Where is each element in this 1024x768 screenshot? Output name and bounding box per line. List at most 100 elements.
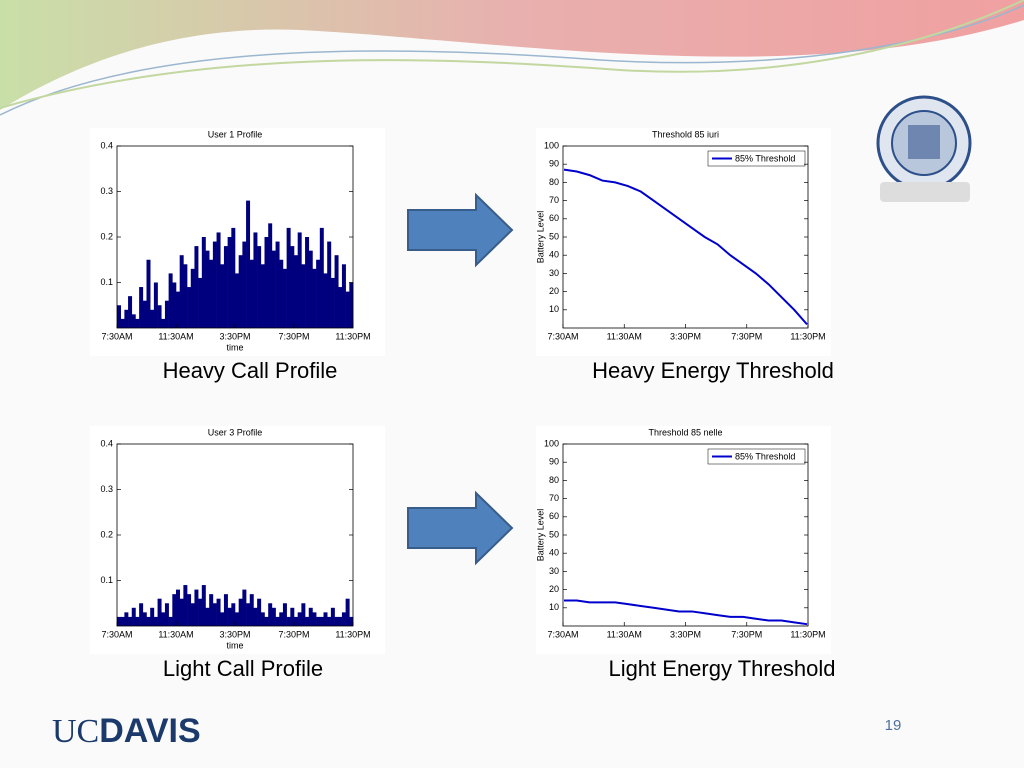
- bar: [209, 259, 214, 328]
- bar: [117, 305, 121, 328]
- logo-uc: UC: [52, 713, 99, 750]
- bar: [190, 268, 195, 328]
- bar: [187, 594, 192, 626]
- bar: [268, 223, 273, 328]
- legend: [707, 150, 806, 167]
- logo-davis: DAVIS: [99, 712, 200, 750]
- bar: [220, 264, 225, 328]
- bar: [330, 607, 335, 626]
- bar: [146, 616, 151, 626]
- bar: [142, 612, 147, 626]
- bar: [205, 607, 210, 626]
- bar: [179, 598, 184, 626]
- bar: [275, 241, 280, 328]
- y-tick-label: 10: [549, 304, 559, 314]
- y-tick-label: 20: [549, 286, 559, 296]
- bar: [297, 232, 302, 328]
- bar: [246, 603, 251, 626]
- bar: [153, 282, 158, 328]
- y-axis-label: Battery Level: [535, 211, 545, 264]
- bar: [194, 246, 199, 328]
- bar: [327, 616, 332, 626]
- bar: [246, 200, 251, 328]
- bar: [139, 287, 144, 328]
- bar: [327, 241, 332, 328]
- bar: [131, 314, 136, 328]
- bar: [279, 612, 284, 626]
- bar: [120, 318, 125, 328]
- bar: [212, 241, 217, 328]
- x-tick-label: 11:30AM: [607, 331, 642, 341]
- bar: [238, 598, 243, 626]
- bar: [334, 616, 339, 626]
- chart-title: Threshold 85 iuri: [652, 129, 719, 139]
- wave-line: [0, 0, 1024, 109]
- bar: [220, 612, 225, 626]
- bar: [264, 616, 269, 626]
- bar: [253, 232, 258, 328]
- bar: [183, 585, 188, 626]
- bar: [312, 612, 317, 626]
- y-tick-label: 0.2: [100, 231, 113, 241]
- bar: [330, 277, 335, 328]
- x-tick-label: 7:30AM: [547, 629, 578, 639]
- bar: [297, 612, 302, 626]
- bar: [312, 268, 317, 328]
- bar: [157, 598, 162, 626]
- chart: Threshold 85 nelle Battery Level 85% Thres…: [535, 426, 831, 654]
- bar: [135, 318, 140, 328]
- x-tick-label: 11:30PM: [335, 629, 370, 639]
- legend-label: 85% Threshold: [735, 153, 795, 163]
- bar: [294, 255, 298, 328]
- y-tick-label: 30: [549, 268, 559, 278]
- x-tick-label: 7:30PM: [278, 331, 309, 341]
- bar: [271, 250, 276, 328]
- bar: [194, 589, 199, 626]
- bar: [187, 287, 192, 328]
- bar: [282, 268, 287, 328]
- line: [564, 599, 808, 626]
- bar: [249, 594, 254, 626]
- y-tick-label: 0.2: [100, 529, 113, 539]
- bar: [128, 616, 133, 626]
- seal: [876, 95, 972, 202]
- y-tick-label: 0.3: [100, 186, 113, 196]
- caption: Light Call Profile: [163, 656, 323, 681]
- x-tick-label: 7:30PM: [278, 629, 309, 639]
- bar: [349, 616, 354, 626]
- y-tick-label: 0.1: [100, 575, 113, 585]
- bar: [231, 603, 236, 626]
- bar: [150, 607, 155, 626]
- bar: [227, 607, 232, 626]
- bar: [349, 282, 354, 328]
- bar: [308, 607, 313, 626]
- bar: [268, 603, 273, 626]
- bar: [209, 594, 214, 626]
- bar: [172, 594, 177, 626]
- bar: [139, 603, 144, 626]
- y-tick-label: 0.4: [100, 438, 113, 448]
- bar: [212, 603, 217, 626]
- bar: [334, 255, 339, 328]
- x-tick-label: 7:30PM: [731, 331, 762, 341]
- chart-title: User 1 Profile: [208, 129, 263, 139]
- legend: [707, 448, 806, 465]
- bar: [264, 237, 269, 328]
- y-tick-label: 100: [544, 438, 559, 448]
- bar: [164, 603, 169, 626]
- bar: [168, 273, 173, 328]
- bar: [301, 603, 306, 626]
- bar: [146, 259, 151, 328]
- x-tick-label: 7:30AM: [101, 629, 132, 639]
- bar: [223, 246, 228, 328]
- bar: [153, 616, 158, 626]
- bar: [271, 607, 276, 626]
- bar: [227, 237, 232, 328]
- caption: Light Energy Threshold: [608, 656, 835, 681]
- bar: [124, 309, 129, 328]
- bar: [201, 585, 206, 626]
- bar: [216, 598, 221, 626]
- x-tick-label: 11:30PM: [335, 331, 370, 341]
- chart-title: Threshold 85 nelle: [648, 427, 722, 437]
- bar: [238, 255, 243, 328]
